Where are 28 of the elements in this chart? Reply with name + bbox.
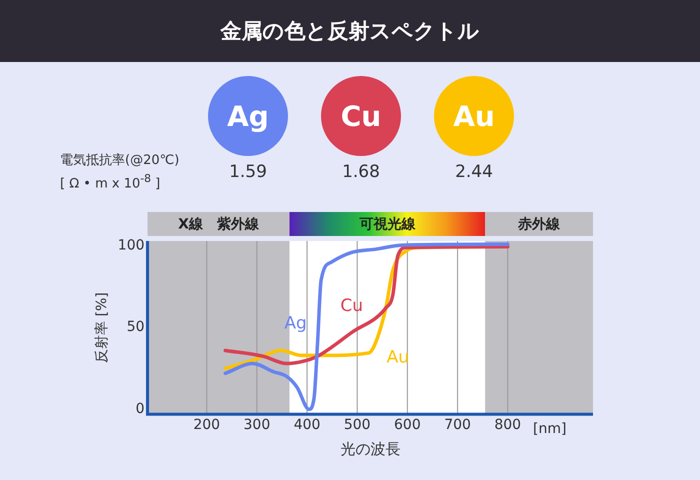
x-tick-label: 800 [494, 417, 522, 434]
x-tick-label: 200 [193, 417, 220, 434]
y-tick-label: 100 [118, 238, 145, 254]
line-series [224, 242, 510, 412]
y-axis-title: 反射率 [%] [94, 292, 110, 363]
band-label: 可視光線 [358, 216, 416, 233]
data-label: 2.44 [454, 162, 494, 182]
x-tick-label: 400 [294, 417, 320, 434]
text: 電気抵抗率(@20℃) [ Ω • m x 10$^{-8}$ ] [60, 152, 180, 194]
category-label: Cu [321, 76, 401, 156]
data-label: 1.68 [341, 162, 381, 182]
x-tick-label: 300 [244, 417, 270, 434]
series-label: Au [386, 348, 409, 368]
y-tick-label: 0 [136, 400, 145, 417]
text: 金属の色と反射スペクトル [0, 0, 700, 62]
x-tick-label: 500 [344, 417, 371, 434]
x-axis-title: 光の波長 [340, 440, 400, 458]
category-label: Au [434, 76, 514, 156]
series-label: Ag [284, 314, 307, 334]
x-tick-label: 700 [444, 417, 471, 434]
y-tick-label: 50 [126, 319, 145, 336]
series-label: Cu [340, 296, 364, 316]
category-label: Ag [208, 76, 288, 156]
data-label: 1.59 [228, 162, 268, 182]
x-tick-label: 600 [394, 417, 421, 434]
text: [nm] [533, 420, 566, 437]
band-label: X線 紫外線 [178, 216, 260, 233]
band-label: 赤外線 [517, 216, 562, 233]
